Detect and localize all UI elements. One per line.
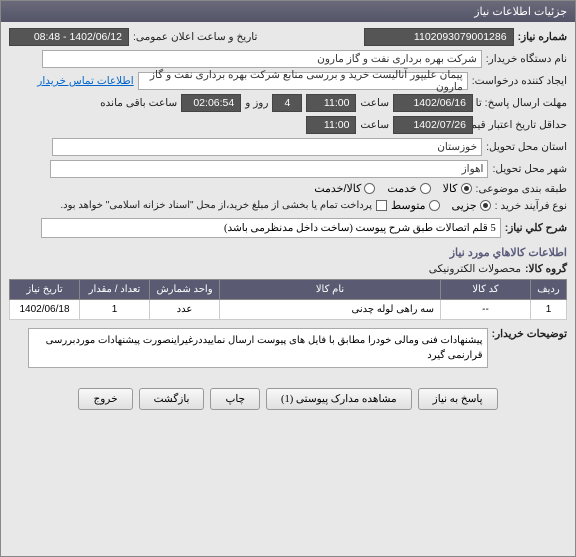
items-section-title: اطلاعات کالاهاي مورد نياز (9, 246, 567, 259)
category-label: طبقه بندی موضوعی: (476, 183, 567, 195)
validity-label: حداقل تاریخ اعتبار قیمت: تا تاریخ: (477, 119, 567, 131)
radio-dot-icon (480, 200, 491, 211)
goods-group-label: گروه کالا: (525, 263, 567, 275)
need-no-value: 1102093079001286 (364, 28, 514, 46)
cell-date: 1402/06/18 (10, 300, 80, 320)
cell-name: سه راهی لوله چدنی (220, 300, 441, 320)
window: جزئیات اطلاعات نیاز شماره نیاز: 11020930… (0, 0, 576, 557)
city-value: اهواز (50, 160, 488, 178)
time-label-2: ساعت (360, 119, 389, 131)
radio-dot-icon (429, 200, 440, 211)
radio-partial[interactable]: جزیی (452, 199, 491, 212)
province-label: استان محل تحویل: (486, 141, 567, 153)
content: شماره نیاز: 1102093079001286 تاریخ و ساع… (1, 22, 575, 416)
deadline-label: مهلت ارسال پاسخ: تا تاریخ: (477, 97, 567, 109)
col-code: کد کالا (441, 280, 531, 300)
announce-value: 1402/06/12 - 08:48 (9, 28, 129, 46)
process-label: نوع فرآیند خرید : (495, 200, 567, 212)
radio-service[interactable]: خدمت (387, 182, 430, 195)
validity-time: 11:00 (306, 116, 356, 134)
back-button[interactable]: بازگشت (139, 388, 205, 410)
buyer-value: شرکت بهره برداری نفت و گاز مارون (42, 50, 482, 68)
province-value: خوزستان (52, 138, 482, 156)
buyer-label: نام دستگاه خریدار: (486, 53, 567, 65)
cell-code: -- (441, 300, 531, 320)
radio-dot-icon (461, 183, 472, 194)
buyer-notes-value: پیشنهادات فنی ومالی خودرا مطابق با فایل … (28, 328, 488, 368)
payment-checkbox[interactable] (376, 200, 387, 211)
remain-time: 02:06:54 (181, 94, 241, 112)
cell-row: 1 (531, 300, 567, 320)
print-button[interactable]: چاپ (210, 388, 260, 410)
respond-button[interactable]: پاسخ به نیاز (418, 388, 498, 410)
button-bar: پاسخ به نیاز مشاهده مدارک پیوستی (1) چاپ… (9, 380, 567, 410)
validity-date: 1402/07/26 (393, 116, 473, 134)
payment-note: پرداخت تمام یا بخشی از مبلغ خرید،از محل … (60, 200, 372, 211)
remain-label: ساعت باقی مانده (100, 97, 177, 109)
radio-goods[interactable]: کالا (443, 182, 472, 195)
deadline-time: 11:00 (306, 94, 356, 112)
time-label-1: ساعت (360, 97, 389, 109)
table-row[interactable]: 1 -- سه راهی لوله چدنی عدد 1 1402/06/18 (10, 300, 567, 320)
exit-button[interactable]: خروج (78, 388, 132, 410)
city-label: شهر محل تحویل: (492, 163, 567, 175)
cell-qty: 1 (80, 300, 150, 320)
col-qty: تعداد / مقدار (80, 280, 150, 300)
announce-label: تاریخ و ساعت اعلان عمومی: (133, 31, 257, 43)
day-label: روز و (245, 97, 268, 109)
col-date: تاریخ نیاز (10, 280, 80, 300)
titlebar: جزئیات اطلاعات نیاز (1, 1, 575, 22)
requester-value: پیمان علیپور آنالیست خرید و بررسی منابع … (138, 72, 468, 90)
deadline-date: 1402/06/16 (393, 94, 473, 112)
days-left: 4 (272, 94, 302, 112)
cell-unit: عدد (150, 300, 220, 320)
radio-medium[interactable]: متوسط (391, 199, 440, 212)
summary-label: شرح کلي نياز: (505, 222, 567, 234)
radio-dot-icon (420, 183, 431, 194)
col-row: ردیف (531, 280, 567, 300)
contact-link[interactable]: اطلاعات تماس خریدار (37, 75, 133, 87)
col-unit: واحد شمارش (150, 280, 220, 300)
requester-label: ایجاد کننده درخواست: (472, 75, 567, 87)
window-title: جزئیات اطلاعات نیاز (474, 6, 567, 18)
radio-goods-service[interactable]: کالا/خدمت (314, 182, 375, 195)
process-radios: جزیی متوسط (391, 199, 491, 212)
goods-group-value: محصولات الکترونیکی (429, 263, 521, 275)
need-no-label: شماره نیاز: (518, 31, 567, 43)
radio-dot-icon (364, 183, 375, 194)
attachments-button[interactable]: مشاهده مدارک پیوستی (1) (266, 388, 412, 410)
summary-input[interactable] (41, 218, 501, 238)
col-name: نام کالا (220, 280, 441, 300)
items-table: ردیف کد کالا نام کالا واحد شمارش تعداد /… (9, 279, 567, 320)
category-radios: کالا خدمت کالا/خدمت (314, 182, 471, 195)
buyer-notes-label: توضیحات خریدار: (492, 328, 567, 340)
